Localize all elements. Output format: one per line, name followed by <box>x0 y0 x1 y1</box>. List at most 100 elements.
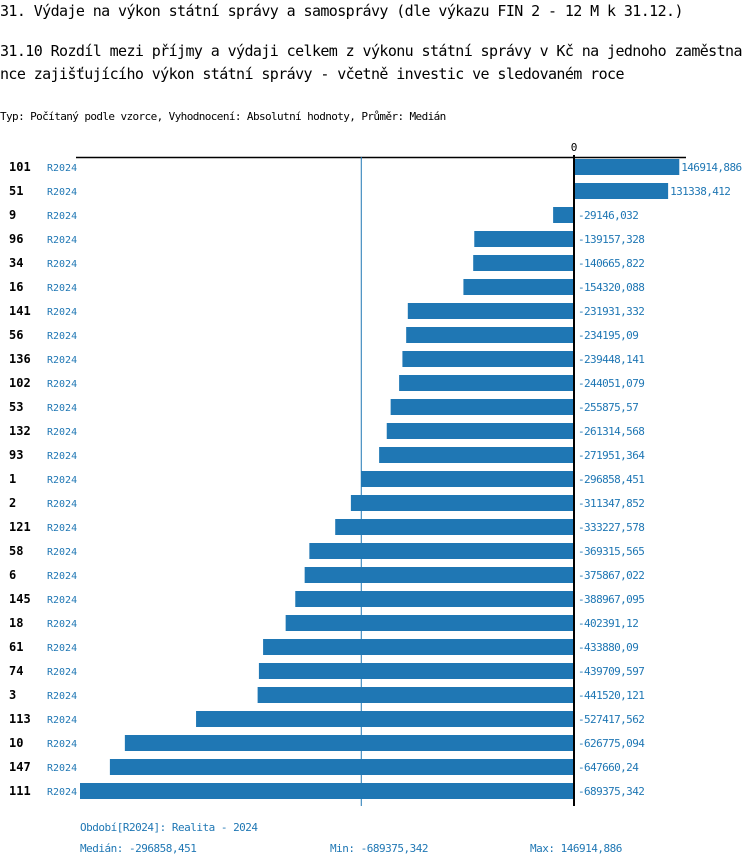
value-label: -296858,451 <box>578 473 644 486</box>
row-period-label: R2024 <box>47 187 77 198</box>
row-id-label: 61 <box>9 640 23 654</box>
row-id-label: 101 <box>9 160 31 174</box>
row-period-label: R2024 <box>47 763 77 774</box>
row-id-label: 51 <box>9 184 23 198</box>
bar-16 <box>463 279 574 295</box>
value-label: -626775,094 <box>578 737 645 750</box>
bar-96 <box>474 231 574 247</box>
row-period-label: R2024 <box>47 571 77 582</box>
row-id-label: 96 <box>9 232 23 246</box>
row-period-label: R2024 <box>47 547 77 558</box>
bar-74 <box>258 663 574 679</box>
bar-34 <box>473 255 574 271</box>
row-period-label: R2024 <box>47 379 77 390</box>
row-period-label: R2024 <box>47 787 77 798</box>
bar-141 <box>407 303 574 319</box>
bar-136 <box>402 351 574 367</box>
bar-113 <box>196 711 575 727</box>
footer-min: Min: -689375,342 <box>330 842 428 855</box>
row-period-label: R2024 <box>47 259 77 270</box>
value-label: -441520,121 <box>578 689 644 702</box>
row-id-label: 10 <box>9 736 23 750</box>
row-period-label: R2024 <box>47 235 77 246</box>
row-period-label: R2024 <box>47 283 77 294</box>
bar-9 <box>553 207 574 223</box>
row-period-label: R2024 <box>47 355 77 366</box>
row-id-label: 141 <box>9 304 31 318</box>
bar-145 <box>295 591 574 607</box>
bar-56 <box>406 327 574 343</box>
value-label: -689375,342 <box>578 785 644 798</box>
value-label: 146914,886 <box>681 161 741 174</box>
row-period-label: R2024 <box>47 739 77 750</box>
bar-51 <box>574 183 669 199</box>
bar-121 <box>335 519 574 535</box>
row-period-label: R2024 <box>47 523 77 534</box>
row-id-label: 113 <box>9 712 31 726</box>
value-label: -369315,565 <box>578 545 644 558</box>
bar-2 <box>350 495 574 511</box>
chart-subtitle: 31.10 Rozdíl mezi příjmy a výdaji celkem… <box>0 42 743 83</box>
value-label: 131338,412 <box>670 185 730 198</box>
row-id-label: 2 <box>9 496 16 510</box>
value-label: -231931,332 <box>578 305 644 318</box>
value-label: -333227,578 <box>578 521 644 534</box>
row-id-label: 93 <box>9 448 23 462</box>
bar-111 <box>80 783 574 799</box>
row-id-label: 1 <box>9 472 16 486</box>
value-label: -140665,822 <box>578 257 644 270</box>
row-period-label: R2024 <box>47 643 77 654</box>
bar-53 <box>390 399 574 415</box>
page-title: 31. Výdaje na výkon státní správy a samo… <box>0 2 684 20</box>
row-period-label: R2024 <box>47 715 77 726</box>
row-id-label: 56 <box>9 328 23 342</box>
value-label: -154320,088 <box>578 281 644 294</box>
row-period-label: R2024 <box>47 331 77 342</box>
value-label: -388967,095 <box>578 593 644 606</box>
bar-58 <box>309 543 574 559</box>
value-label: -255875,57 <box>578 401 638 414</box>
row-period-label: R2024 <box>47 427 77 438</box>
row-id-label: 136 <box>9 352 31 366</box>
bar-61 <box>263 639 574 655</box>
bar-18 <box>285 615 574 631</box>
bar-132 <box>386 423 574 439</box>
zero-tick-label: 0 <box>571 141 578 154</box>
row-id-label: 6 <box>9 568 16 582</box>
row-id-label: 53 <box>9 400 23 414</box>
row-period-label: R2024 <box>47 499 77 510</box>
row-period-label: R2024 <box>47 451 77 462</box>
bar-93 <box>379 447 574 463</box>
value-label: -29146,032 <box>578 209 638 222</box>
row-period-label: R2024 <box>47 667 77 678</box>
bar-147 <box>109 759 575 775</box>
chart-meta: Typ: Počítaný podle vzorce, Vyhodnocení:… <box>0 110 446 123</box>
bar-3 <box>257 687 574 703</box>
row-id-label: 147 <box>9 760 31 774</box>
value-label: -647660,24 <box>578 761 639 774</box>
value-label: -402391,12 <box>578 617 638 630</box>
value-label: -527417,562 <box>578 713 644 726</box>
row-id-label: 102 <box>9 376 31 390</box>
row-period-label: R2024 <box>47 403 77 414</box>
value-label: -311347,852 <box>578 497 644 510</box>
value-label: -244051,079 <box>578 377 644 390</box>
row-id-label: 3 <box>9 688 16 702</box>
footer-median: Medián: -296858,451 <box>80 842 197 855</box>
row-id-label: 121 <box>9 520 31 534</box>
footer-max: Max: 146914,886 <box>530 842 622 855</box>
row-id-label: 74 <box>9 664 23 678</box>
row-period-label: R2024 <box>47 595 77 606</box>
row-period-label: R2024 <box>47 619 77 630</box>
value-label: -261314,568 <box>578 425 644 438</box>
row-period-label: R2024 <box>47 307 77 318</box>
value-label: -271951,364 <box>578 449 645 462</box>
row-id-label: 18 <box>9 616 23 630</box>
bar-6 <box>304 567 574 583</box>
row-id-label: 58 <box>9 544 23 558</box>
row-period-label: R2024 <box>47 475 77 486</box>
value-label: -375867,022 <box>578 569 644 582</box>
row-id-label: 34 <box>9 256 23 270</box>
row-id-label: 16 <box>9 280 23 294</box>
